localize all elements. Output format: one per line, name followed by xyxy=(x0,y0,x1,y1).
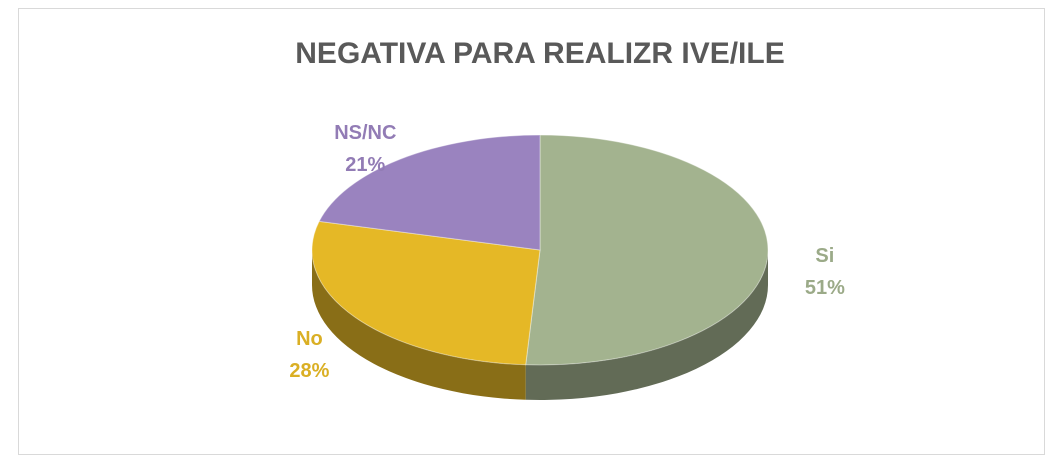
slice-side xyxy=(525,250,768,400)
slice-side xyxy=(312,250,526,400)
slice xyxy=(311,220,541,366)
data-label-value: 21% xyxy=(345,154,385,176)
data-label-value: 51% xyxy=(805,277,845,299)
data-label-value: 28% xyxy=(289,360,329,382)
data-label-name: NS/NC xyxy=(334,122,396,144)
chart-title: NEGATIVA PARA REALIZR IVE/ILE xyxy=(295,37,784,70)
slice xyxy=(525,134,769,366)
data-label-name: Si xyxy=(815,245,834,267)
data-label-name: No xyxy=(296,328,323,350)
slice xyxy=(318,134,541,251)
